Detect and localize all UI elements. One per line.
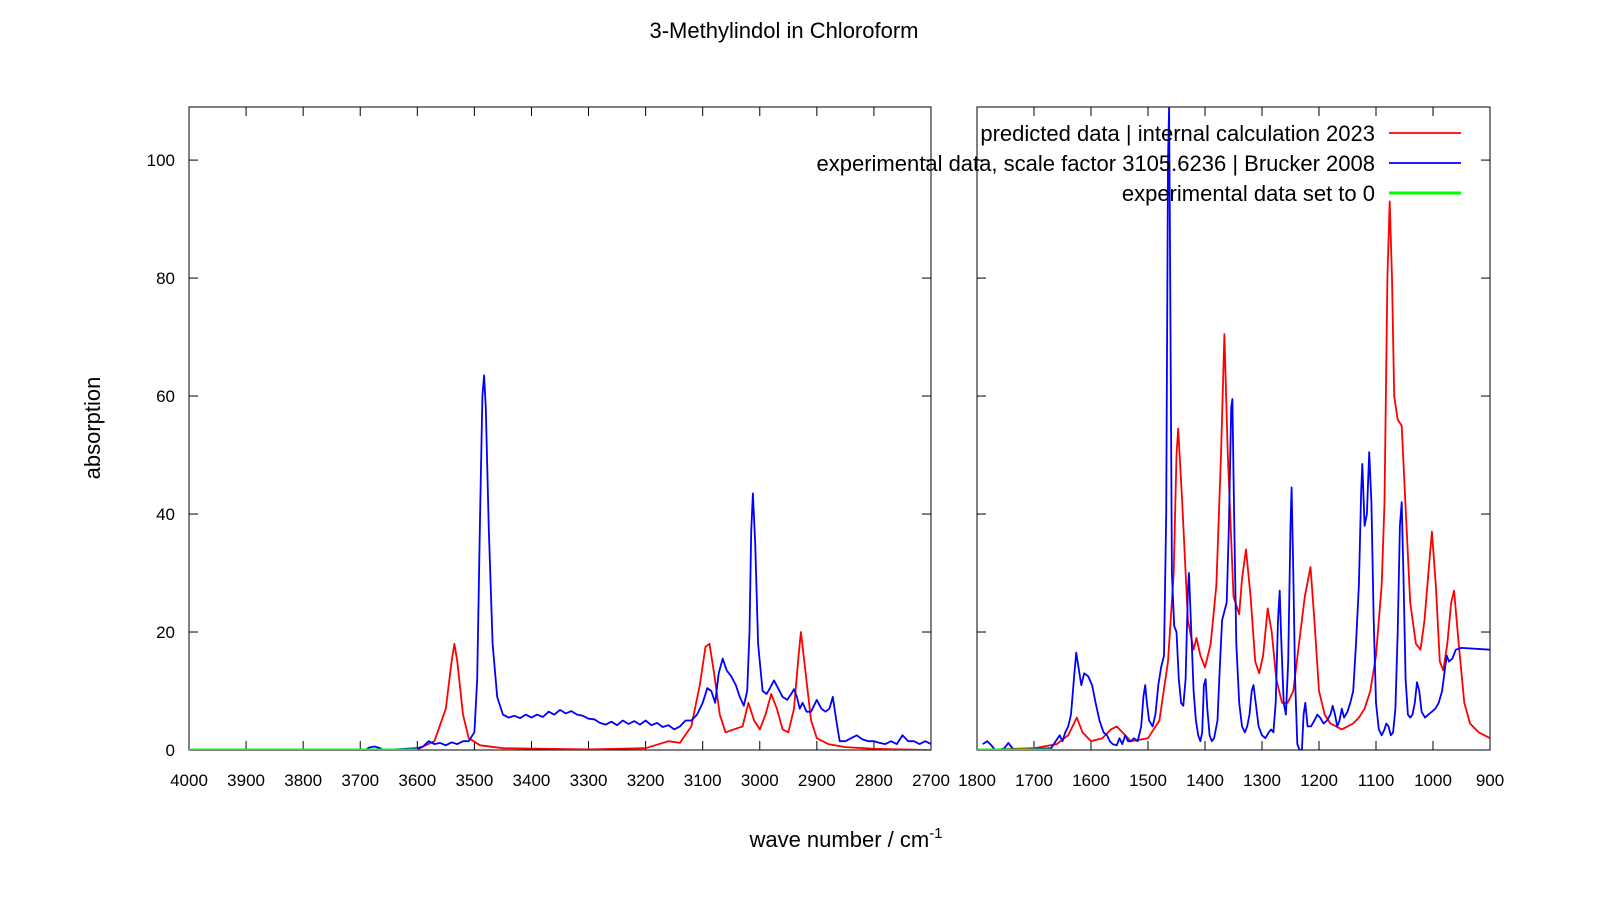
x-tick-label: 1300 (1243, 771, 1281, 790)
x-tick-label: 3400 (513, 771, 551, 790)
legend-label: experimental data, scale factor 3105.623… (817, 151, 1376, 176)
x-axis-title: wave number / cm-1 (748, 825, 942, 852)
x-tick-label: 3000 (741, 771, 779, 790)
x-tick-label: 1400 (1186, 771, 1224, 790)
panel-1-frame (188, 106, 932, 751)
y-tick-label: 100 (147, 151, 175, 170)
legend-label: experimental data set to 0 (1122, 181, 1375, 206)
x-tick-label: 1700 (1015, 771, 1053, 790)
x-tick-label: 3800 (284, 771, 322, 790)
x-tick-label: 3200 (627, 771, 665, 790)
x-axis-title-superscript: -1 (929, 825, 942, 842)
y-tick-label: 80 (156, 269, 175, 288)
x-tick-label: 3900 (227, 771, 265, 790)
x-tick-label: 1200 (1300, 771, 1338, 790)
x-tick-label: 1800 (958, 771, 996, 790)
y-tick-label: 20 (156, 623, 175, 642)
y-tick-label: 0 (166, 741, 175, 760)
x-axis-title-text: wave number / cm (748, 827, 929, 852)
series-2-line-panel-2 (982, 107, 1490, 750)
x-tick-label: 2700 (912, 771, 950, 790)
panel-2-frame (976, 106, 1491, 751)
x-tick-label: 3100 (684, 771, 722, 790)
x-tick-label: 900 (1476, 771, 1504, 790)
series-1-line-panel-2 (977, 200, 1490, 750)
legend: predicted data | internal calculation 20… (817, 121, 1461, 206)
series-1-line-panel-1 (189, 631, 931, 750)
legend-label: predicted data | internal calculation 20… (980, 121, 1375, 146)
plot-area: 4000 3900 3800 3700 3600 3500 3400 3300 3200 3100… (147, 106, 1504, 790)
x-tick-label: 3500 (455, 771, 493, 790)
x-tick-label: 1500 (1129, 771, 1167, 790)
y-axis-title: absorption (80, 377, 105, 480)
y-tick-label: 40 (156, 505, 175, 524)
x-tick-label: 1600 (1072, 771, 1110, 790)
x-tick-label: 1000 (1414, 771, 1452, 790)
y-tick-label: 60 (156, 387, 175, 406)
x-tick-label: 2800 (855, 771, 893, 790)
chart-title: 3-Methylindol in Chloroform (650, 18, 919, 43)
x-tick-label: 1100 (1358, 771, 1395, 790)
series-2-line-panel-1 (365, 374, 931, 750)
x-tick-label: 3300 (570, 771, 608, 790)
x-tick-label: 4000 (170, 771, 208, 790)
x-tick-label: 2900 (798, 771, 836, 790)
x-tick-label: 3700 (341, 771, 379, 790)
x-tick-label: 3600 (398, 771, 436, 790)
